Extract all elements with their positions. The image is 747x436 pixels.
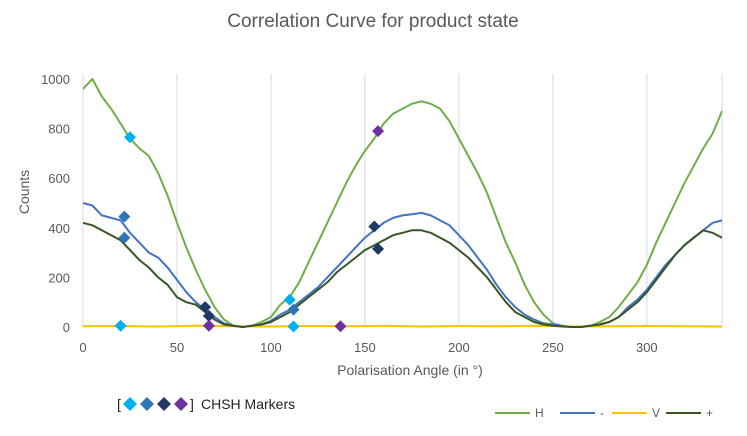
chsh-marker <box>202 309 215 322</box>
y-tick-label: 800 <box>48 122 70 137</box>
legend-item: + <box>666 406 713 420</box>
marker-caption-open-bracket: [ <box>117 396 121 412</box>
caption-marker-swatch <box>157 397 171 411</box>
series-lines <box>82 78 723 328</box>
chsh-marker <box>114 319 127 332</box>
marker-caption: [ ] CHSH Markers <box>117 396 295 412</box>
chsh-markers <box>114 125 385 333</box>
series-line <box>82 202 723 328</box>
x-tick-label: 0 <box>79 340 86 355</box>
x-tick-labels: 0 50 100 150 200 250 300 <box>79 340 657 355</box>
legend-label: V <box>652 406 660 420</box>
legend-item: - <box>560 406 604 420</box>
caption-marker-swatch <box>140 397 154 411</box>
x-tick-label: 150 <box>354 340 376 355</box>
chsh-marker <box>287 303 300 316</box>
y-axis-title: Counts <box>16 170 32 214</box>
chsh-marker <box>287 320 300 333</box>
grid-lines <box>82 74 723 327</box>
chsh-marker <box>123 131 136 144</box>
legend-item: V <box>612 406 660 420</box>
x-tick-label: 250 <box>542 340 564 355</box>
y-tick-label: 0 <box>63 320 70 335</box>
chsh-marker <box>199 301 212 314</box>
marker-caption-label: CHSH Markers <box>201 396 295 412</box>
chsh-marker <box>118 210 131 223</box>
legend-label: H <box>535 406 544 420</box>
chsh-marker <box>283 293 296 306</box>
marker-caption-close-bracket: ] <box>190 396 194 412</box>
chart-title: Correlation Curve for product state <box>227 11 518 32</box>
legend-item: H <box>495 406 544 420</box>
x-tick-label: 300 <box>636 340 658 355</box>
y-tick-label: 200 <box>48 270 70 285</box>
caption-marker-swatch <box>123 397 137 411</box>
y-tick-labels: 0 200 400 600 800 1000 <box>41 72 70 335</box>
caption-marker-swatch <box>174 397 188 411</box>
legend-label: - <box>600 406 604 420</box>
series-line <box>82 324 723 328</box>
x-tick-label: 50 <box>170 340 184 355</box>
y-tick-label: 600 <box>48 171 70 186</box>
x-tick-label: 100 <box>260 340 282 355</box>
chsh-marker <box>202 319 215 332</box>
x-tick-label: 200 <box>448 340 470 355</box>
y-tick-label: 400 <box>48 221 70 236</box>
series-line <box>82 78 723 328</box>
legend: H - V + <box>495 406 713 420</box>
series-line <box>82 221 723 328</box>
y-tick-label: 1000 <box>41 72 70 87</box>
chsh-marker <box>372 125 385 138</box>
chsh-marker <box>368 220 381 233</box>
chsh-marker <box>334 320 347 333</box>
legend-label: + <box>706 406 713 420</box>
chsh-marker <box>118 231 131 244</box>
chsh-marker <box>372 242 385 255</box>
marker-caption-swatches <box>123 397 188 411</box>
x-axis-title: Polarisation Angle (in °) <box>337 362 483 378</box>
